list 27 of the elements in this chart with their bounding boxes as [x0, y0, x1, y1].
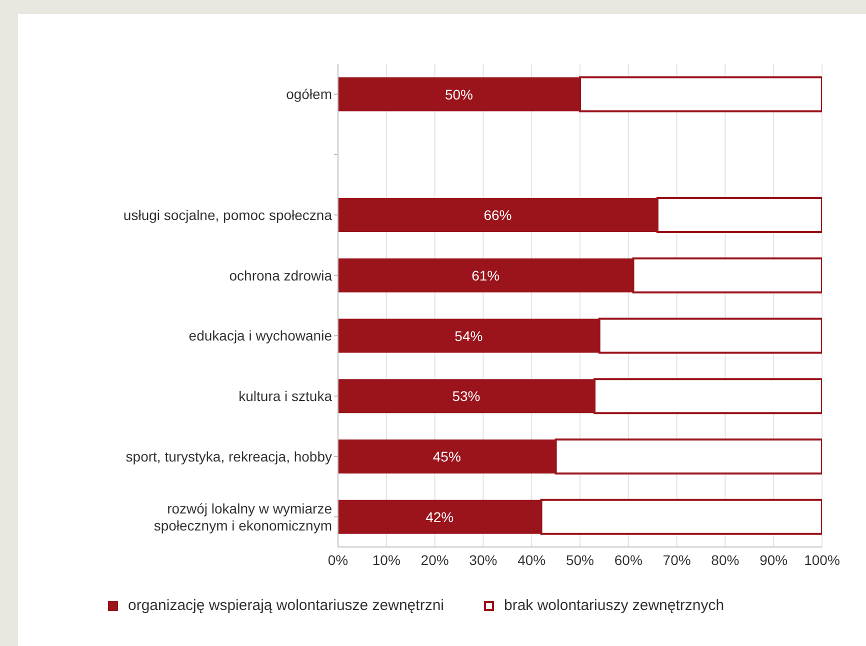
data-label: 61% — [472, 267, 500, 284]
x-tick-label: 40% — [518, 552, 546, 568]
legend-label: brak wolontariuszy zewnętrznych — [503, 597, 724, 614]
data-label: 42% — [426, 508, 454, 525]
y-tick-label: sport, turystyka, rekreacja, hobby — [126, 448, 332, 464]
x-tick-label: 30% — [469, 552, 498, 568]
x-tick-label: 100% — [804, 552, 840, 568]
y-tick-label: edukacja i wychowanie — [188, 328, 332, 344]
x-tick-label: 10% — [372, 552, 400, 568]
y-tick-label: rozwój lokalny w wymiarze społecznym i ekonomicznym — [154, 500, 332, 534]
data-label: 45% — [432, 448, 461, 465]
data-label: 53% — [452, 388, 480, 404]
x-tick-label: 0% — [328, 552, 348, 568]
x-tick-label: 70% — [662, 552, 691, 568]
y-tick-label: usługi socjalne, pomoc społeczna — [123, 206, 332, 223]
y-tick-label: kultura i sztuka — [238, 388, 332, 404]
x-tick-label: 90% — [760, 552, 788, 568]
x-tick-label: 50% — [566, 552, 594, 568]
data-label: 50% — [444, 86, 474, 102]
x-tick-label: 80% — [711, 552, 740, 568]
x-tick-label: 60% — [614, 552, 642, 568]
y-tick-label: ochrona zdrowia — [229, 267, 332, 284]
data-label: 54% — [454, 328, 483, 344]
data-label: 66% — [484, 207, 512, 224]
legend-label: organizację wspierają wolontariusze zewnętrzni — [127, 597, 444, 614]
x-tick-label: 20% — [420, 552, 449, 568]
y-tick-label: ogółem — [286, 86, 332, 102]
